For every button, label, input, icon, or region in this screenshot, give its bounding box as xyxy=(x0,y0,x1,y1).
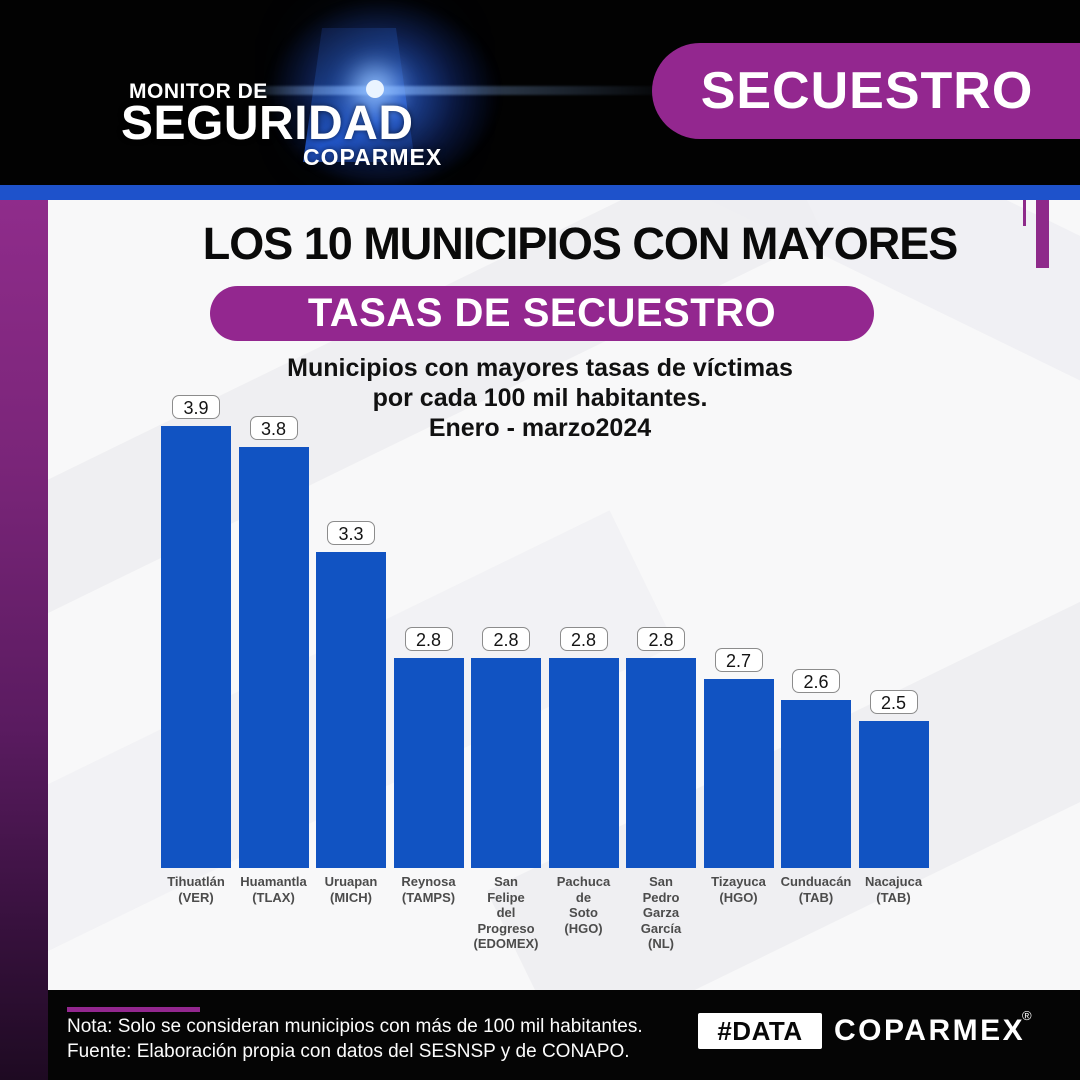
title-pill: TASAS DE SECUESTRO xyxy=(210,286,874,341)
value-label: 3.9 xyxy=(172,395,220,419)
category-label: Tihuatlán (VER) xyxy=(167,874,225,905)
light-streak-icon xyxy=(240,86,680,95)
purple-accent-thin xyxy=(1023,200,1026,226)
category-label: Tizayuca (HGO) xyxy=(711,874,766,905)
category-label: Cunduacán (TAB) xyxy=(780,874,852,905)
bar xyxy=(393,658,464,868)
value-label: 2.8 xyxy=(482,627,530,651)
bar xyxy=(316,552,386,868)
footer-accent-line xyxy=(67,1007,200,1012)
bar xyxy=(548,658,619,868)
value-label: 2.8 xyxy=(404,627,453,651)
secuestro-banner: SECUESTRO xyxy=(652,43,1080,139)
content-area: LOS 10 MUNICIPIOS CON MAYORES TASAS DE S… xyxy=(48,200,1080,990)
category-label: San Pedro Garza García (NL) xyxy=(640,874,682,951)
footer-source: Fuente: Elaboración propia con datos del… xyxy=(67,1041,630,1062)
value-label: 2.6 xyxy=(792,669,840,693)
bar xyxy=(471,658,541,868)
blue-divider xyxy=(0,185,1080,200)
left-purple-strip xyxy=(0,200,48,1080)
brand-coparmex: COPARMEX xyxy=(303,144,443,170)
registered-mark-icon: ® xyxy=(1022,1008,1032,1023)
brand-monitor-de: MONITOR DE xyxy=(129,80,268,103)
value-label: 3.8 xyxy=(249,416,298,440)
category-labels: Tihuatlán (VER) Huamantla (TLAX) Uruapan (… xyxy=(161,874,937,984)
page-title: LOS 10 MUNICIPIOS CON MAYORES xyxy=(202,218,958,269)
bar xyxy=(238,447,309,868)
bar xyxy=(781,700,851,868)
category-label: Huamantla (TLAX) xyxy=(240,874,307,905)
value-label: 2.8 xyxy=(637,627,685,651)
footer-bar xyxy=(0,990,1080,1080)
coparmex-logo-text: COPARMEX xyxy=(834,1014,1026,1047)
category-label: Nacajuca (TAB) xyxy=(864,874,923,905)
value-label: 2.7 xyxy=(714,648,763,672)
category-label: San Felipe del Progreso (EDOMEX) xyxy=(473,874,539,951)
value-label: 2.8 xyxy=(559,627,608,651)
value-label: 3.3 xyxy=(327,521,375,545)
bar xyxy=(858,721,929,868)
light-flare-icon xyxy=(366,80,384,98)
category-label: Uruapan (MICH) xyxy=(324,874,378,905)
category-label: Pachuca de Soto (HGO) xyxy=(556,874,611,936)
chart-subtitle: Municipios con mayores tasas de víctimas… xyxy=(287,354,793,442)
bar-chart: 3.9 3.8 3.3 2.8 2.8 2.8 2.8 2.7 2.6 2.5 xyxy=(161,388,937,868)
bar xyxy=(626,658,696,868)
category-label: Reynosa (TAMPS) xyxy=(401,874,456,905)
brand-seguridad: SEGURIDAD xyxy=(121,97,414,150)
data-logo-box: #DATA xyxy=(698,1013,822,1049)
value-label: 2.5 xyxy=(869,690,918,714)
bar xyxy=(161,426,231,868)
siren-light-icon xyxy=(303,28,415,162)
purple-accent-thick xyxy=(1036,200,1049,268)
bar xyxy=(703,679,774,868)
footer-note: Nota: Solo se consideran municipios con … xyxy=(67,1016,643,1037)
